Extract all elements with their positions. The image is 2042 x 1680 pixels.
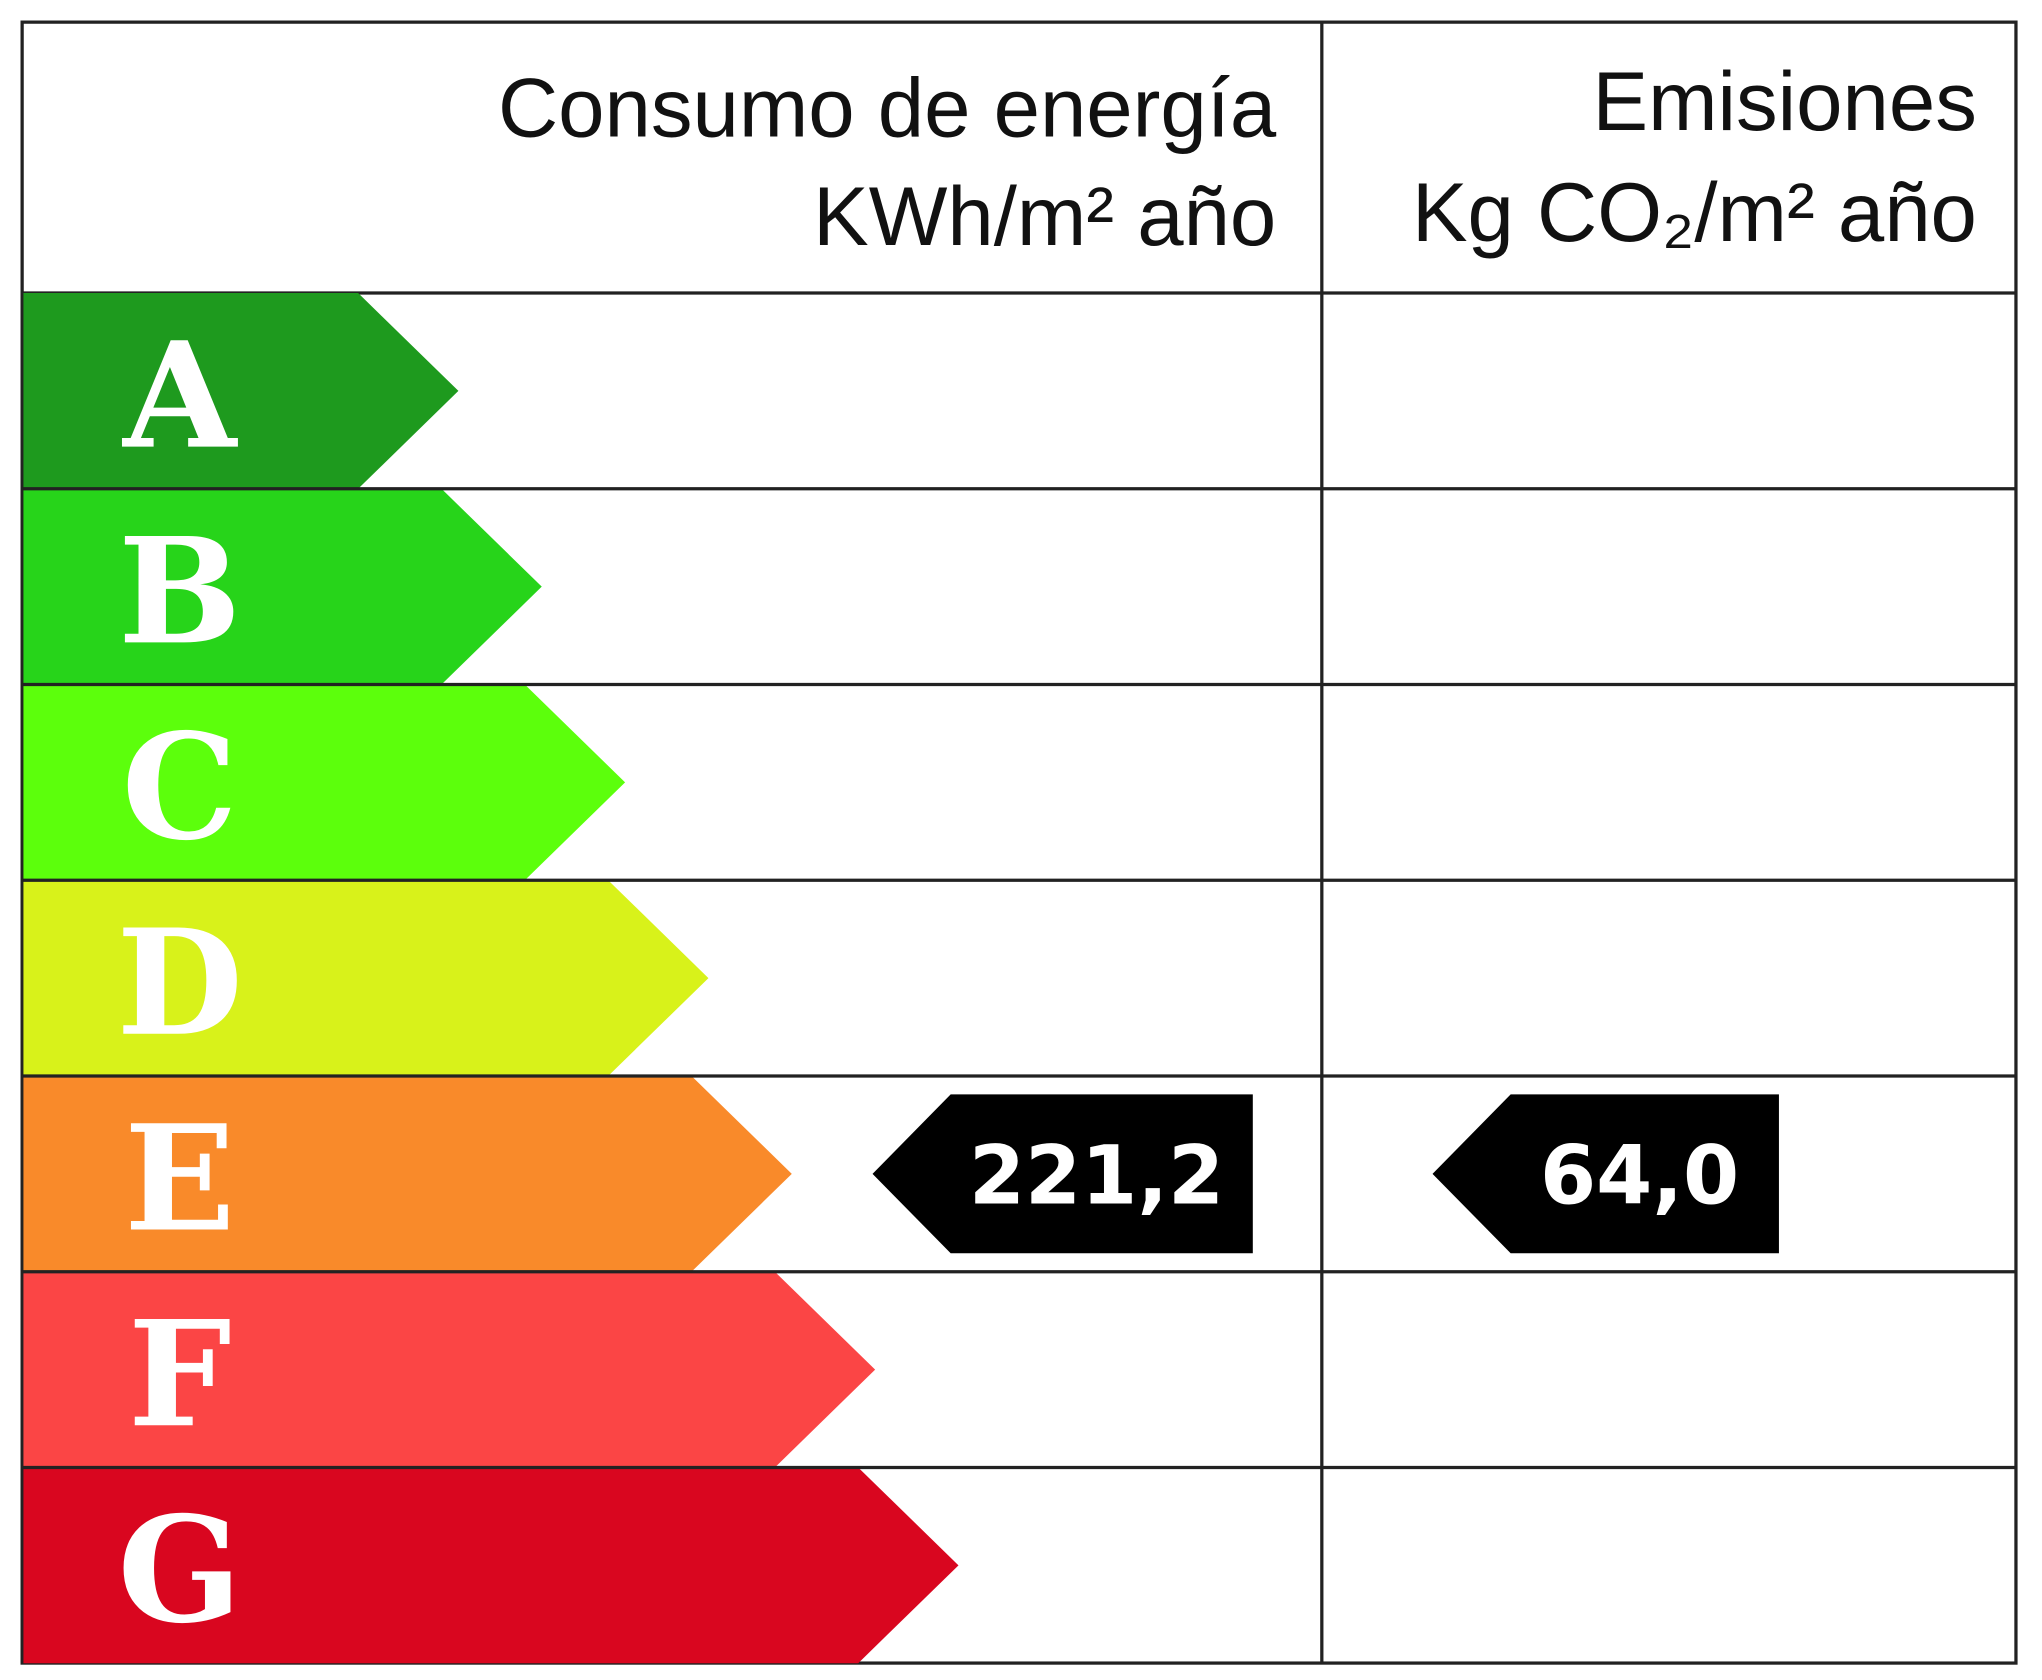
rating-letter: E [124, 1094, 235, 1265]
energy-unit: KWh/m² año [813, 170, 1276, 263]
rating-letter: D [116, 898, 242, 1069]
rating-arrow [23, 1075, 792, 1272]
rating-arrow [23, 293, 459, 489]
rating-arrow [23, 880, 709, 1076]
rating-letter: B [118, 506, 241, 677]
rating-letter: F [128, 1289, 232, 1460]
rating-arrow [23, 684, 626, 881]
frame [20, 20, 2018, 1665]
emissions-value: 64,0 [1540, 1129, 1739, 1223]
emissions-unit: Kg CO₂/m² año [1412, 166, 1977, 259]
rating-arrow [23, 488, 542, 685]
rating-letter: G [117, 1485, 242, 1656]
energy-title: Consumo de energía [498, 62, 1277, 155]
rating-arrow [23, 1467, 959, 1664]
emissions-indicator [1432, 1094, 1779, 1254]
rating-letter: A [121, 311, 238, 482]
rating-arrow [23, 1271, 876, 1468]
energy-indicator [872, 1094, 1253, 1254]
energy-value: 221,2 [969, 1129, 1224, 1223]
rating-letter: C [122, 702, 238, 873]
emissions-title: Emisiones [1592, 55, 1976, 148]
